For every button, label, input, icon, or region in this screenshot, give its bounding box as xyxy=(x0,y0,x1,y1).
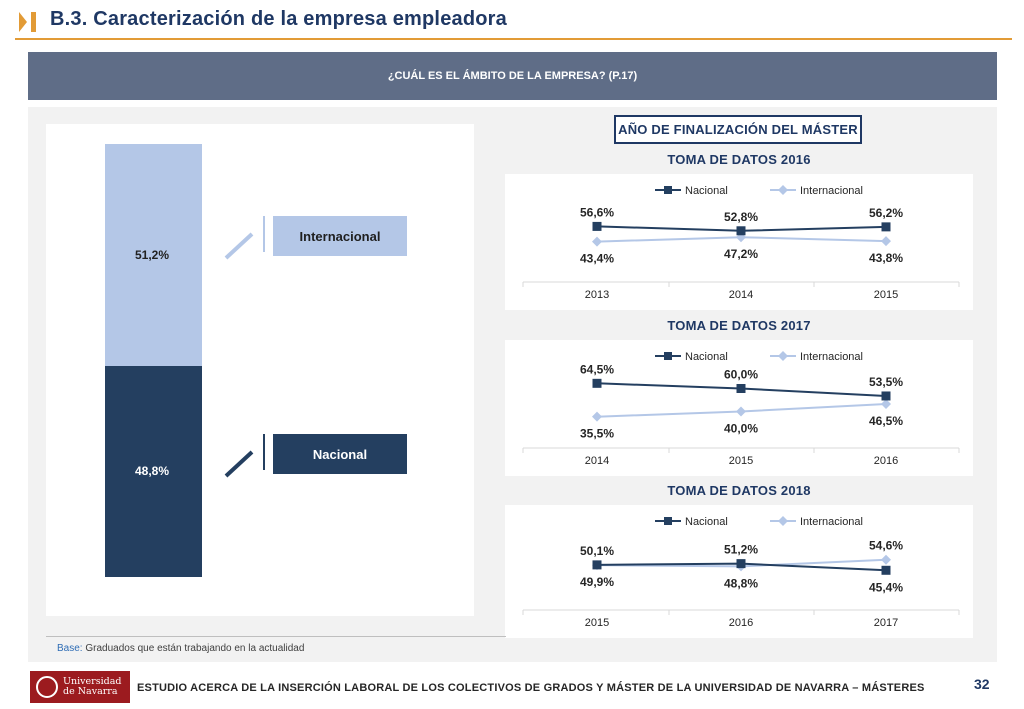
logo-line-2: de Navarra xyxy=(63,686,118,697)
data-point xyxy=(736,406,746,417)
page-number: 32 xyxy=(974,676,990,692)
base-label: Base: xyxy=(57,643,83,654)
data-label: 50,1% xyxy=(580,544,614,558)
stacked-bar-chart: 51,2% 48,8% Internacional Nacional xyxy=(46,124,474,616)
x-tick-label: 2013 xyxy=(585,289,609,301)
section-title-year: AÑO DE FINALIZACIÓN DEL MÁSTER xyxy=(614,115,862,144)
legend-internacional: Internacional xyxy=(273,216,407,256)
data-label: 64,5% xyxy=(580,362,614,376)
legend-label: Nacional xyxy=(685,185,728,197)
data-point xyxy=(881,554,891,565)
data-label: 53,5% xyxy=(869,375,903,389)
line-chart-svg: Nacional Internacional 2013 2014 2015 56,6% 43… xyxy=(522,185,960,301)
data-point xyxy=(881,399,891,410)
data-point xyxy=(736,384,746,393)
data-point xyxy=(592,411,602,422)
logo-line-1: Universidad xyxy=(63,676,122,687)
legend-label: Internacional xyxy=(800,351,863,363)
legend-nacional: Nacional xyxy=(273,434,407,474)
line-chart-svg: Nacional Internacional 2014 2015 2016 64,5% 35… xyxy=(522,351,960,467)
data-point xyxy=(881,222,891,232)
line-chart-2016: Nacional Internacional 2013 2014 2015 56,6% 43… xyxy=(505,174,973,310)
data-point xyxy=(736,226,746,236)
chevron-bar-icon xyxy=(19,12,36,32)
x-tick-label: 2015 xyxy=(874,289,898,301)
data-label: 43,8% xyxy=(869,251,903,265)
base-divider xyxy=(46,636,506,637)
line-chart-2018: Nacional Internacional 2015 2016 2017 50,1% 49… xyxy=(505,505,973,638)
title-divider xyxy=(15,38,1012,40)
connector-nacional xyxy=(224,434,265,478)
data-point xyxy=(881,391,891,401)
x-tick-label: 2014 xyxy=(729,289,753,301)
chart-title-2016: TOMA DE DATOS 2016 xyxy=(667,152,811,167)
data-label: 35,5% xyxy=(580,427,614,441)
legend-item: Internacional xyxy=(770,185,863,197)
base-text: Graduados que están trabajando en la act… xyxy=(82,643,305,654)
data-point xyxy=(592,221,602,231)
legend-label: Nacional xyxy=(685,516,728,528)
footer-title: ESTUDIO ACERCA DE LA INSERCIÓN LABORAL D… xyxy=(137,682,925,694)
chart-title-2017: TOMA DE DATOS 2017 xyxy=(667,318,811,333)
bar-segment-nacional xyxy=(105,366,202,577)
legend-item: Internacional xyxy=(770,351,863,363)
data-point xyxy=(592,378,602,388)
chart-title-2018: TOMA DE DATOS 2018 xyxy=(667,483,811,498)
legend-label: Internacional xyxy=(800,185,863,197)
data-label: 52,8% xyxy=(724,210,758,224)
legend-item: Nacional xyxy=(655,351,728,363)
data-point xyxy=(881,565,891,575)
data-label: 56,6% xyxy=(580,205,614,219)
data-label: 56,2% xyxy=(869,206,903,220)
legend-item: Nacional xyxy=(655,516,728,528)
question-banner: ¿CUÁL ES EL ÁMBITO DE LA EMPRESA? (P.17) xyxy=(28,52,997,100)
data-label: 60,0% xyxy=(724,368,758,382)
data-label: 54,6% xyxy=(869,539,903,553)
data-label: 49,9% xyxy=(580,575,614,589)
data-label: 48,8% xyxy=(724,576,758,590)
legend-label: Nacional xyxy=(685,351,728,363)
data-point xyxy=(592,560,602,570)
data-point xyxy=(592,236,602,247)
x-tick-label: 2015 xyxy=(729,455,753,467)
x-tick-label: 2016 xyxy=(874,455,898,467)
data-point xyxy=(881,236,891,247)
base-note: Base: Graduados que están trabajando en … xyxy=(57,643,304,654)
connector-internacional xyxy=(224,216,265,260)
data-label: 46,5% xyxy=(869,414,903,428)
legend-label: Internacional xyxy=(800,516,863,528)
university-logo: Universidad de Navarra xyxy=(30,671,130,703)
data-label: 45,4% xyxy=(869,580,903,594)
line-chart-2017: Nacional Internacional 2014 2015 2016 64,5% 35… xyxy=(505,340,973,476)
bar-segment-internacional xyxy=(105,144,202,366)
x-tick-label: 2014 xyxy=(585,455,609,467)
x-tick-label: 2016 xyxy=(729,617,753,629)
bar-label-internacional: 51,2% xyxy=(135,248,170,262)
data-label: 51,2% xyxy=(724,543,758,557)
data-label: 43,4% xyxy=(580,252,614,266)
x-tick-label: 2017 xyxy=(874,617,898,629)
legend-item: Nacional xyxy=(655,185,728,197)
x-tick-label: 2015 xyxy=(585,617,609,629)
data-label: 47,2% xyxy=(724,247,758,261)
data-label: 40,0% xyxy=(724,422,758,436)
bar-label-nacional: 48,8% xyxy=(135,464,170,478)
legend-item: Internacional xyxy=(770,516,863,528)
line-chart-svg: Nacional Internacional 2015 2016 2017 50,1% 49… xyxy=(522,516,960,629)
page-title: B.3. Caracterización de la empresa emple… xyxy=(50,8,507,30)
data-point xyxy=(736,559,746,569)
seal-icon xyxy=(36,676,58,698)
